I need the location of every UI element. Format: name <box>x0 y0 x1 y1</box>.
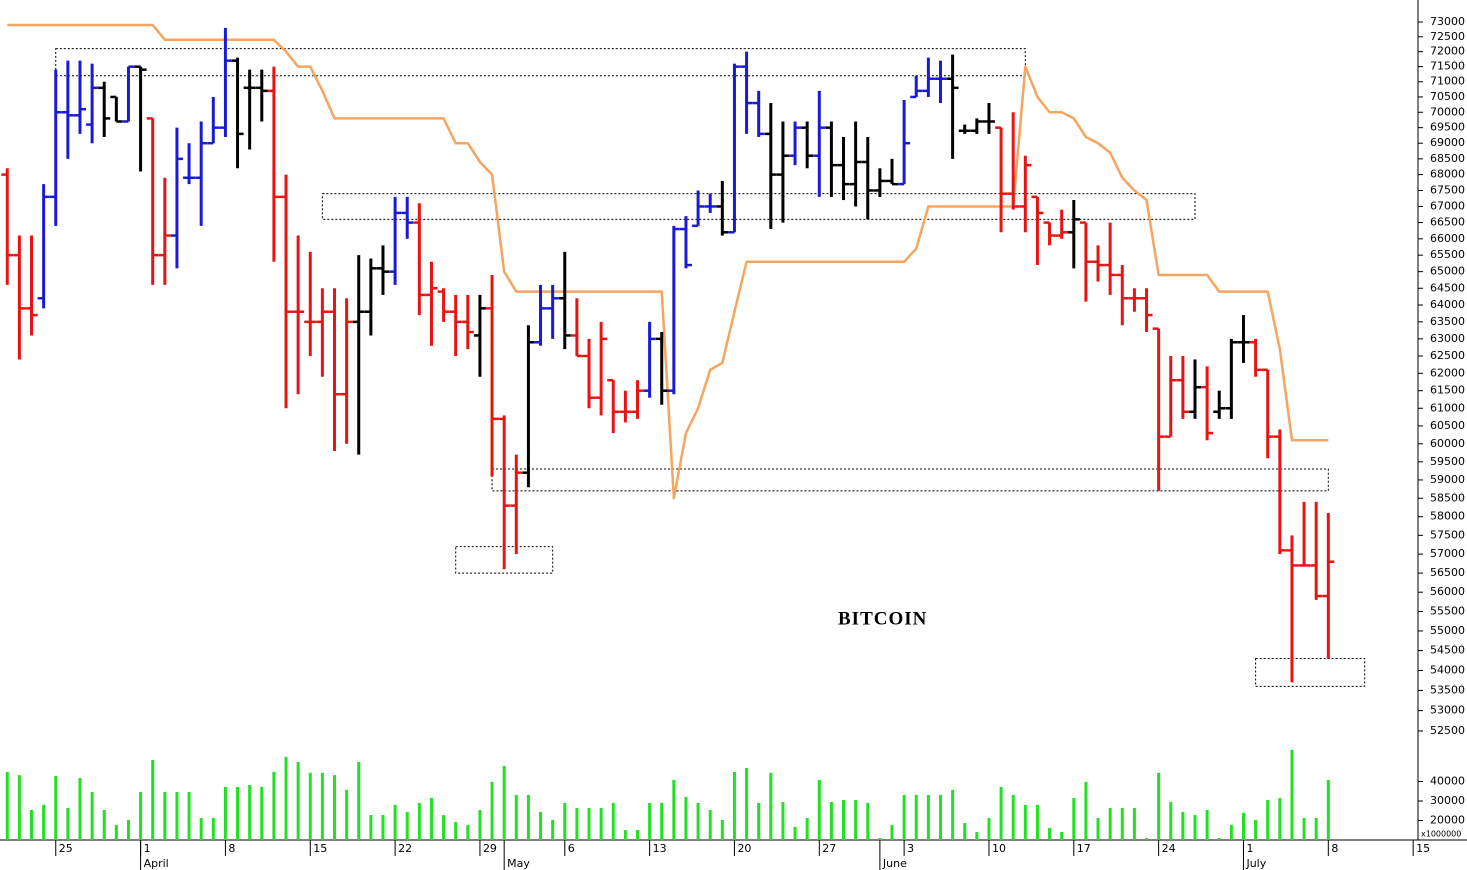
x-tick-label: 15 <box>313 842 327 855</box>
y-tick-label: 71500 <box>1430 60 1465 73</box>
y-tick-label: 62000 <box>1430 366 1465 379</box>
month-label: July <box>1245 857 1266 870</box>
y-tick-label: 55000 <box>1430 624 1465 637</box>
y-tick-label: 57000 <box>1430 547 1465 560</box>
y-tick-label: 58500 <box>1430 491 1465 504</box>
y-tick-label: 69000 <box>1430 136 1465 149</box>
y-tick-label: 55500 <box>1430 604 1465 617</box>
x-tick-label: 27 <box>822 842 836 855</box>
x-tick-label: 10 <box>992 842 1006 855</box>
x-tick-label: 25 <box>59 842 73 855</box>
x-tick-label: 22 <box>398 842 412 855</box>
y-tick-label: 62500 <box>1430 349 1465 362</box>
y-tick-label: 59000 <box>1430 473 1465 486</box>
y-tick-label: 66000 <box>1430 232 1465 245</box>
y-tick-label: 67000 <box>1430 199 1465 212</box>
y-tick-label: 59500 <box>1430 455 1465 468</box>
zone <box>1255 657 1366 687</box>
y-tick-label: 61000 <box>1430 401 1465 414</box>
zone <box>491 468 1329 492</box>
x-tick-label: 8 <box>228 842 235 855</box>
y-tick-label: 63500 <box>1430 315 1465 328</box>
zone <box>55 48 1026 77</box>
x-tick-label: 1 <box>144 842 151 855</box>
y-tick-label: 63000 <box>1430 332 1465 345</box>
y-tick-label: 58000 <box>1430 510 1465 523</box>
y-tick-label: 57500 <box>1430 528 1465 541</box>
x-tick-label: 6 <box>568 842 575 855</box>
x-tick-label: 13 <box>653 842 667 855</box>
y-tick-label: 70500 <box>1430 90 1465 103</box>
y-tick-label: 72500 <box>1430 30 1465 43</box>
y-tick-label: 69500 <box>1430 121 1465 134</box>
y-tick-label: 52500 <box>1430 724 1465 737</box>
y-tick-label: 53500 <box>1430 683 1465 696</box>
volume-unit: x1000000 <box>1421 830 1461 839</box>
y-tick-label: 71000 <box>1430 75 1465 88</box>
x-tick-label: 1 <box>1246 842 1253 855</box>
x-tick-label: 29 <box>483 842 497 855</box>
y-tick-label: 54000 <box>1430 663 1465 676</box>
y-tick-label: 68500 <box>1430 152 1465 165</box>
y-tick-label: 60500 <box>1430 419 1465 432</box>
y-tick-label: 61500 <box>1430 384 1465 397</box>
month-label: April <box>144 857 169 870</box>
y-tick-label: 67500 <box>1430 183 1465 196</box>
x-tick-label: 20 <box>737 842 751 855</box>
y-tick-label: 65000 <box>1430 265 1465 278</box>
y-tick-label: 53000 <box>1430 704 1465 717</box>
x-tick-label: 15 <box>1416 842 1430 855</box>
y-tick-label: 64500 <box>1430 281 1465 294</box>
volume-tick-label: 30000 <box>1430 794 1465 807</box>
volume-tick-label: 20000 <box>1430 814 1465 827</box>
y-tick-label: 65500 <box>1430 248 1465 261</box>
y-tick-label: 73000 <box>1430 15 1465 28</box>
y-tick-label: 64000 <box>1430 298 1465 311</box>
y-tick-label: 56500 <box>1430 566 1465 579</box>
y-tick-label: 60000 <box>1430 437 1465 450</box>
y-tick-label: 70000 <box>1430 105 1465 118</box>
y-tick-label: 66500 <box>1430 216 1465 229</box>
stop-line <box>7 23 1329 500</box>
month-label: May <box>507 857 530 870</box>
x-tick-label: 24 <box>1162 842 1176 855</box>
y-tick-label: 72000 <box>1430 45 1465 58</box>
zone <box>321 193 1196 220</box>
volume-tick-label: 40000 <box>1430 775 1465 788</box>
x-tick-label: 17 <box>1077 842 1091 855</box>
x-tick-label: 8 <box>1331 842 1338 855</box>
month-label: June <box>882 857 907 870</box>
y-tick-label: 56000 <box>1430 585 1465 598</box>
chart-title: BITCOIN <box>838 608 927 629</box>
x-tick-label: 3 <box>907 842 914 855</box>
y-tick-label: 68000 <box>1430 168 1465 181</box>
y-tick-label: 54500 <box>1430 644 1465 657</box>
